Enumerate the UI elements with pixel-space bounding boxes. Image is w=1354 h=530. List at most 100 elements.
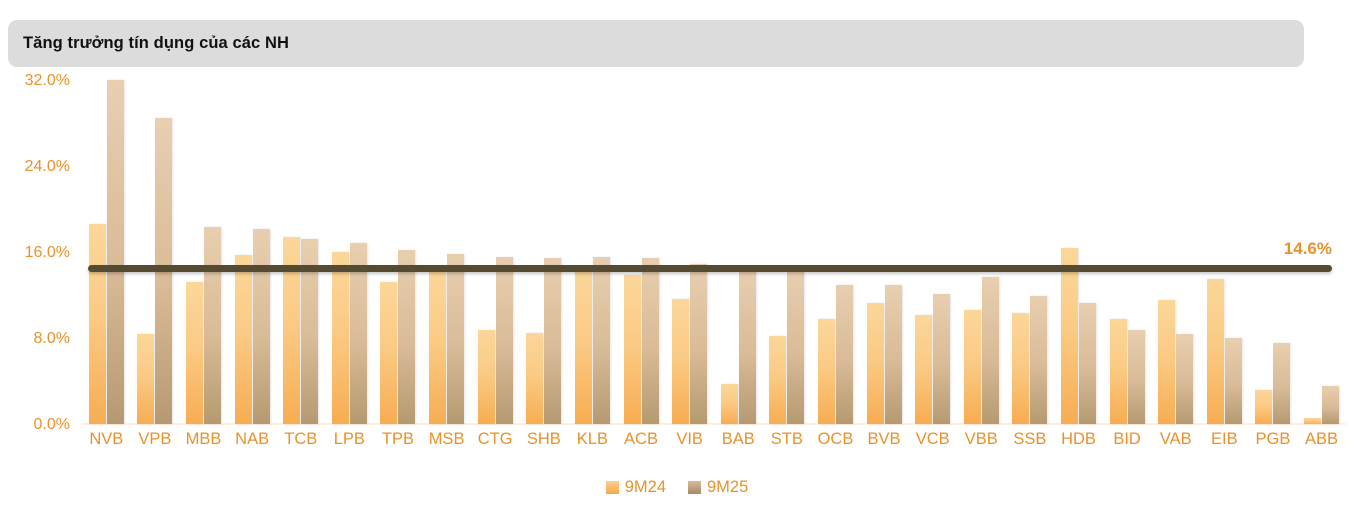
bar-group (82, 80, 131, 424)
bar-9m25-acb[interactable] (641, 258, 659, 424)
bar-9m24-lpb[interactable] (331, 252, 349, 424)
x-axis-tick: TCB (284, 430, 318, 448)
x-axis-tick: KLB (576, 430, 608, 448)
bar-9m24-vpb[interactable] (137, 333, 155, 424)
x-axis-tick: NAB (235, 430, 270, 448)
bar-9m25-tcb[interactable] (301, 239, 319, 424)
bar-9m25-vcb[interactable] (933, 293, 951, 424)
bar-9m24-vbb[interactable] (963, 310, 981, 424)
bar-9m25-shb[interactable] (544, 258, 562, 424)
bar-9m24-mbb[interactable] (186, 282, 204, 424)
bar-group (1006, 80, 1055, 424)
bar-9m24-vib[interactable] (672, 299, 690, 424)
bar-9m24-hdb[interactable] (1060, 247, 1078, 424)
y-axis-tick: 32.0% (24, 72, 70, 89)
legend-swatch-icon (688, 481, 701, 494)
bar-group (1103, 80, 1152, 424)
bar-group (860, 80, 909, 424)
x-axis-tick: VIB (676, 430, 703, 448)
bar-9m24-tpb[interactable] (380, 282, 398, 424)
x-axis-tick: VPB (138, 430, 172, 448)
bar-group (374, 80, 423, 424)
bar-9m25-bid[interactable] (1127, 330, 1145, 424)
bar-9m25-bvb[interactable] (884, 285, 902, 424)
bar-9m25-stb[interactable] (787, 270, 805, 424)
bar-group (1200, 80, 1249, 424)
bar-9m24-msb[interactable] (429, 270, 447, 424)
plot-area: 0.0% 8.0% 16.0% 24.0% 32.0% 14.6% NVB VPB MBB N… (0, 72, 1354, 480)
bar-9m24-ssb[interactable] (1012, 313, 1030, 424)
x-axis-tick: BVB (867, 430, 901, 448)
bar-9m24-bvb[interactable] (866, 302, 884, 424)
bar-9m24-shb[interactable] (526, 332, 544, 424)
x-axis-tick: ABB (1305, 430, 1339, 448)
bar-9m25-ssb[interactable] (1030, 296, 1048, 424)
bar-9m25-nvb[interactable] (106, 80, 124, 424)
bar-9m25-eib[interactable] (1224, 338, 1242, 424)
bar-9m24-bid[interactable] (1109, 318, 1127, 424)
bar-9m25-ctg[interactable] (495, 257, 513, 424)
bar-9m24-ocb[interactable] (817, 318, 835, 424)
bar-9m24-nab[interactable] (234, 255, 252, 424)
bar-9m24-tcb[interactable] (283, 236, 301, 424)
bar-9m25-msb[interactable] (447, 254, 465, 424)
bar-9m24-ctg[interactable] (477, 330, 495, 424)
chart-legend: 9M24 9M25 (0, 478, 1354, 497)
x-axis-tick: TPB (381, 430, 414, 448)
x-axis-tick: MBB (185, 430, 222, 448)
bar-9m25-lpb[interactable] (349, 243, 367, 424)
x-axis-tick: EIB (1211, 430, 1238, 448)
bar-9m25-mbb[interactable] (204, 227, 222, 424)
bar-group (228, 80, 277, 424)
x-axis-tick: ACB (624, 430, 658, 448)
bar-9m25-tpb[interactable] (398, 249, 416, 424)
bar-9m24-vcb[interactable] (915, 315, 933, 424)
bar-9m24-pgb[interactable] (1255, 389, 1273, 424)
x-axis-tick: PGB (1255, 430, 1291, 448)
bar-group (1151, 80, 1200, 424)
bar-9m24-nvb[interactable] (88, 224, 106, 424)
x-axis-tick: NVB (89, 430, 124, 448)
bar-9m25-vab[interactable] (1176, 333, 1194, 424)
legend-swatch-icon (605, 481, 619, 494)
bar-9m25-nab[interactable] (252, 229, 270, 424)
reference-line-label: 14.6% (1283, 239, 1332, 259)
bar-groups (82, 80, 1346, 424)
bar-group (811, 80, 860, 424)
bar-group (908, 80, 957, 424)
bar-9m24-stb[interactable] (769, 335, 787, 424)
bar-group (957, 80, 1006, 424)
chart-canvas: 14.6% (82, 80, 1346, 425)
bar-9m24-eib[interactable] (1206, 278, 1224, 424)
bar-group (131, 80, 180, 424)
bar-9m24-acb[interactable] (623, 274, 641, 424)
bar-group (568, 80, 617, 424)
x-axis-tick: VCB (915, 430, 950, 448)
legend-item-9m25[interactable]: 9M25 (688, 478, 748, 497)
bar-group (276, 80, 325, 424)
bar-9m25-pgb[interactable] (1273, 343, 1291, 424)
x-axis-tick: SHB (526, 430, 561, 448)
x-axis-tick: LPB (333, 430, 365, 448)
bar-9m24-abb[interactable] (1304, 417, 1322, 424)
x-axis-tick: BAB (721, 430, 755, 448)
x-axis-tick: VAB (1159, 430, 1192, 448)
legend-item-9m24[interactable]: 9M24 (605, 478, 666, 497)
bar-9m25-vib[interactable] (690, 263, 708, 424)
bar-9m25-ocb[interactable] (835, 285, 853, 424)
bar-9m24-bab[interactable] (720, 384, 738, 424)
bar-9m25-vbb[interactable] (981, 276, 999, 424)
bar-9m24-klb[interactable] (574, 270, 592, 424)
bar-9m25-hdb[interactable] (1078, 302, 1096, 424)
page-title: Tăng trưởng tín dụng của các NH (23, 34, 290, 52)
y-axis-tick: 8.0% (33, 330, 70, 347)
bar-group (1249, 80, 1298, 424)
bar-9m25-bab[interactable] (738, 269, 756, 424)
x-axis-tick: HDB (1061, 430, 1096, 448)
bar-group (471, 80, 520, 424)
bar-9m25-abb[interactable] (1322, 386, 1340, 424)
y-axis-tick: 0.0% (33, 416, 70, 433)
y-axis-tick: 24.0% (24, 158, 70, 175)
bar-9m25-klb[interactable] (592, 257, 610, 424)
bar-9m24-vab[interactable] (1158, 300, 1176, 424)
